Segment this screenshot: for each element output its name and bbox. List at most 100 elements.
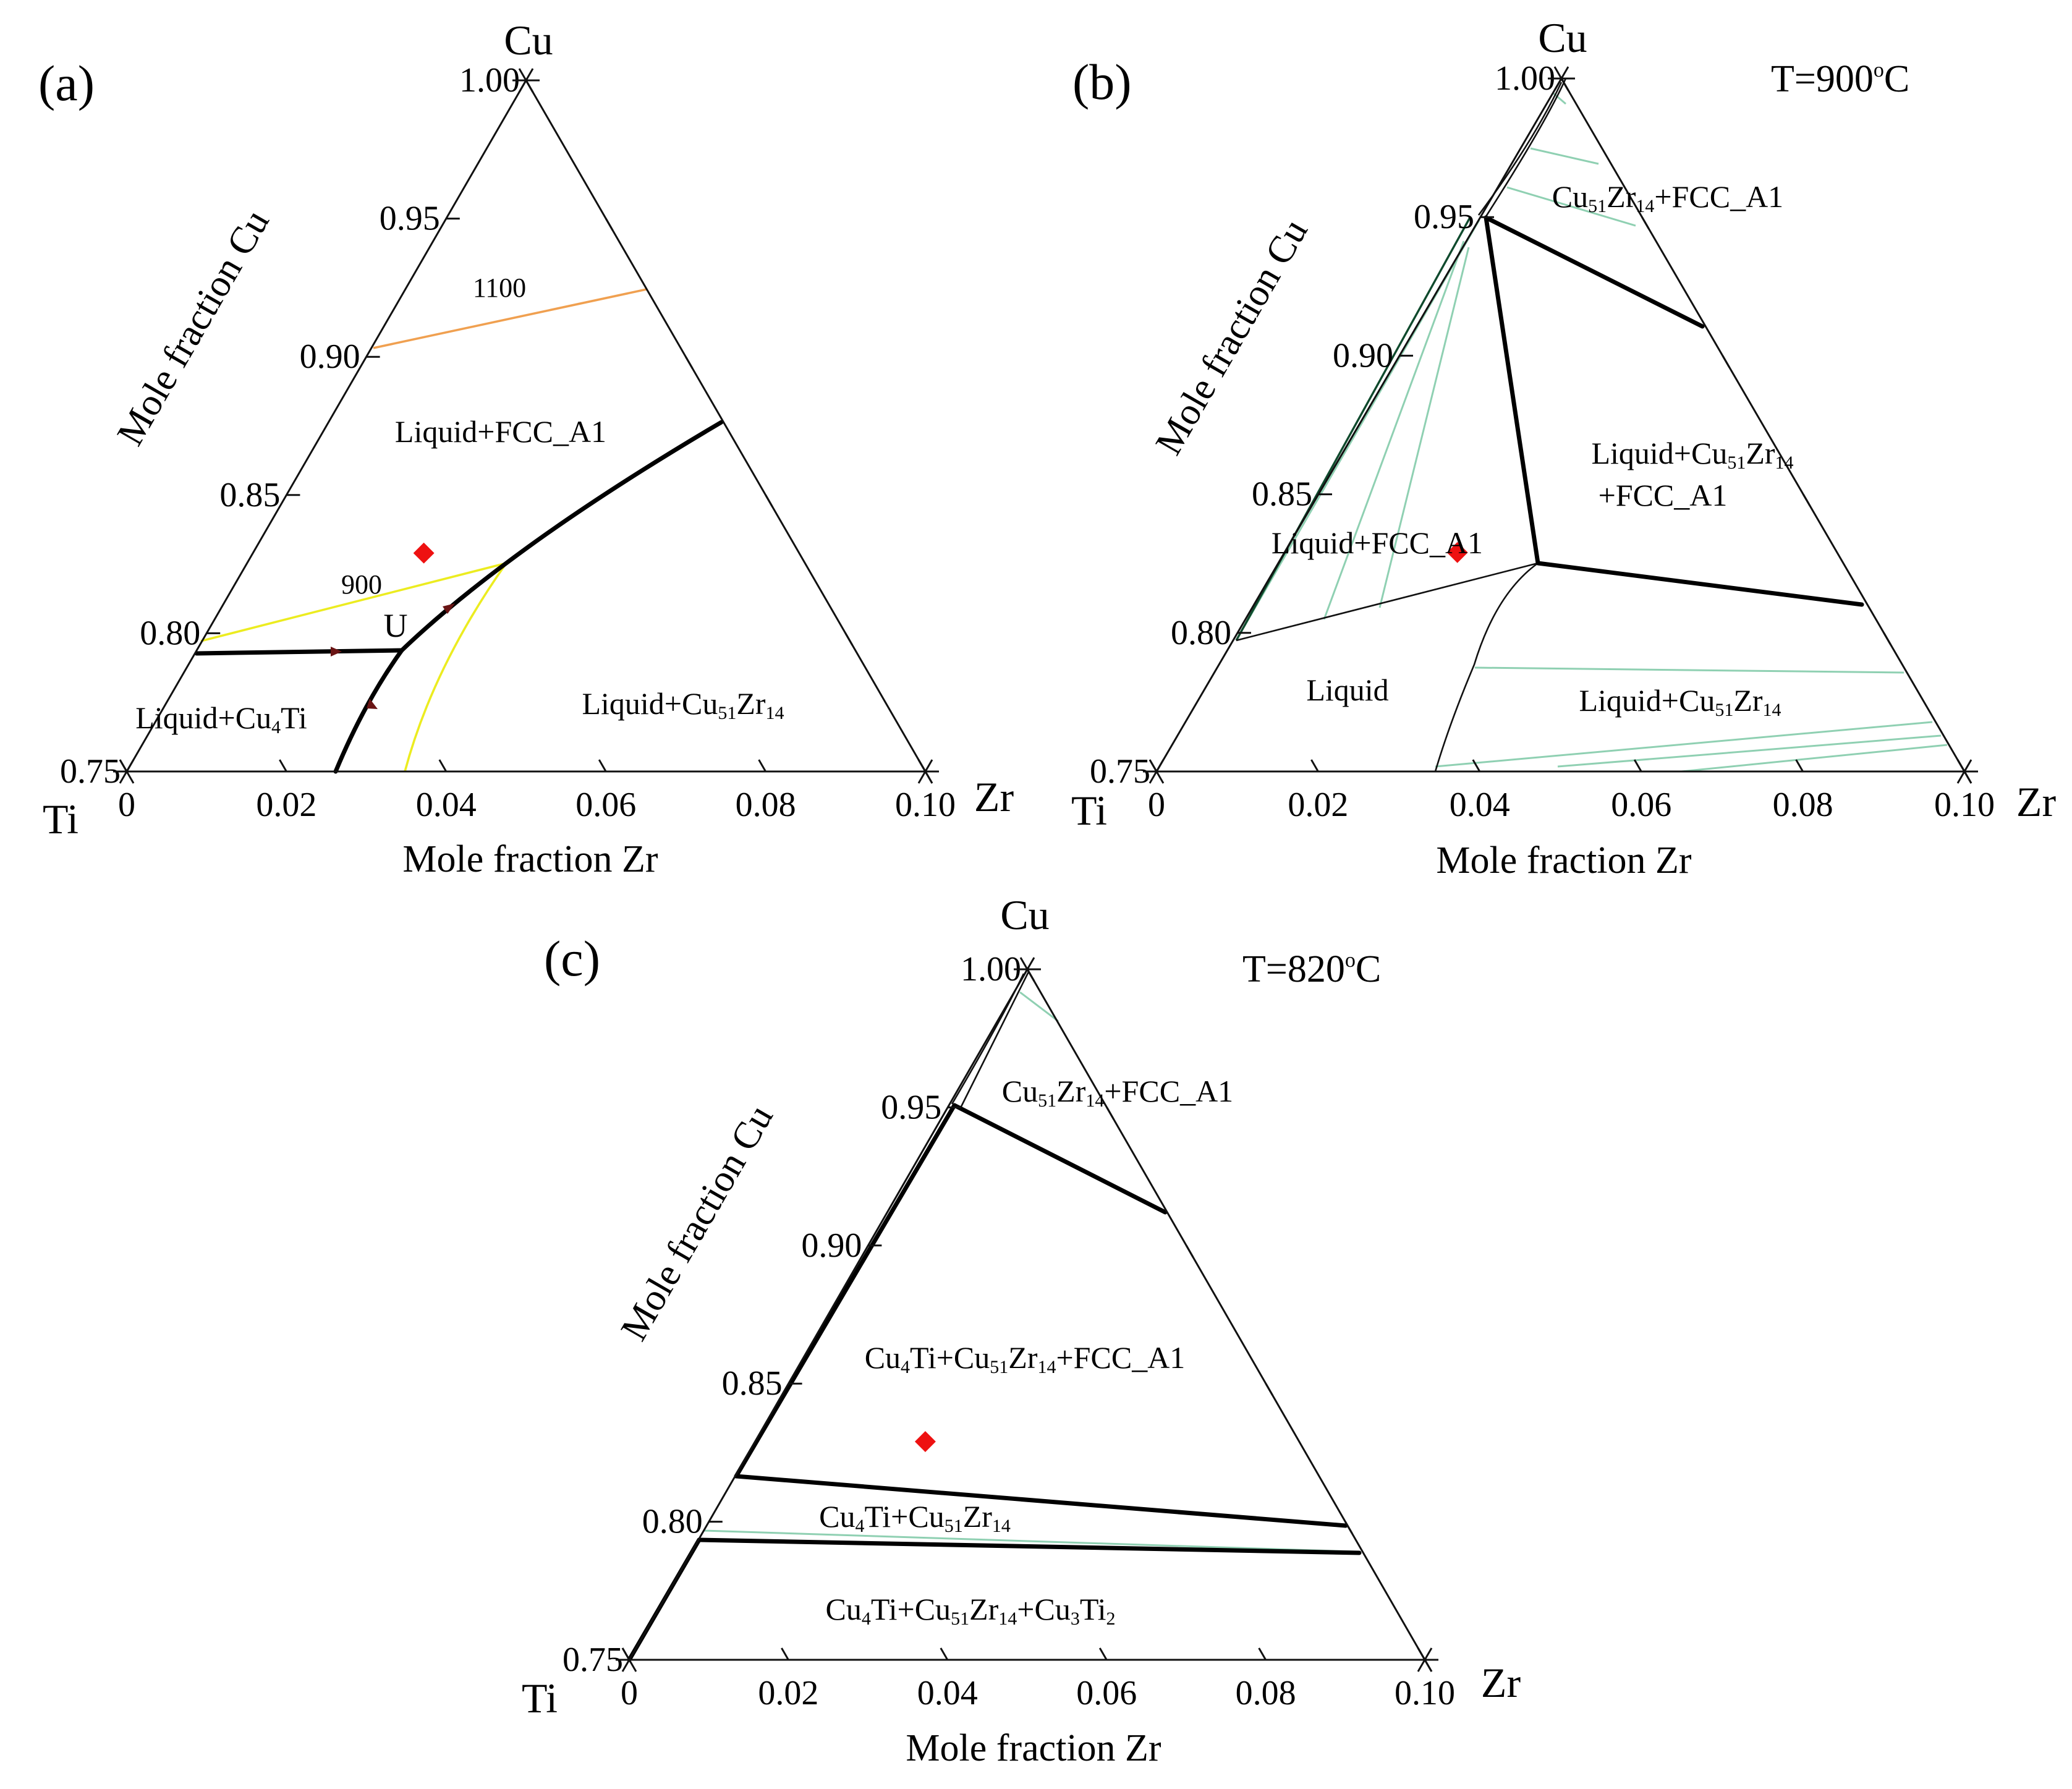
panel-c-corner-zr: Zr	[1481, 1659, 1521, 1706]
panel-c-boundary-cu51zr14-fcc	[952, 1103, 1168, 1215]
panel-b-boundary	[1236, 562, 1539, 642]
panel-c-bottom-tick	[1258, 1647, 1267, 1660]
panel-b-corner-zr: Zr	[2016, 778, 2057, 825]
panel-a-corner-cu: Cu	[504, 17, 553, 64]
panel-b-left-axis-title: Mole fraction Cu	[1147, 212, 1315, 462]
panel-a-left-tick-label: 0.80	[140, 614, 200, 652]
panel-b-bottom-tick-label: 0.10	[1934, 786, 1995, 824]
panel-b-bottom-tick-label: 0.04	[1450, 786, 1510, 824]
panel-b-tie-line	[1435, 721, 1933, 768]
panel-b-boundary	[1485, 78, 1567, 217]
panel-c-tie-line	[1019, 991, 1059, 1022]
panel-a-left-tick-label: 0.95	[380, 200, 440, 238]
panel-c-bottom-tick-label: 0.02	[758, 1674, 818, 1712]
panel-c-left-tick-label: 0.95	[881, 1088, 941, 1126]
panel-a-region-liquid-fcc: Liquid+FCC_A1	[395, 414, 606, 449]
panel-b-bottom-axis-title: Mole fraction Zr	[1436, 839, 1692, 882]
panel-c-left-tick-label: 1.00	[961, 950, 1021, 988]
panel-b-bottom-tick	[1633, 759, 1642, 772]
panel-a-bottom-tick	[279, 759, 287, 772]
panel-b-tie-line	[1474, 666, 1904, 674]
panel-b-left-tick-label: 0.85	[1252, 475, 1312, 514]
panel-b-phase-lines	[1235, 78, 1948, 773]
panel-a-boundary-fcc-cu4ti	[194, 648, 404, 656]
panel-b-triangle-frame	[1155, 77, 1966, 773]
panel-b-region-liquid-cu51zr14-fcc-2: +FCC_A1	[1599, 478, 1728, 512]
panel-a-triangle-frame	[125, 79, 927, 773]
panel-c-left-tick-label: 0.75	[563, 1641, 623, 1679]
panel-c-bottom-tick	[940, 1647, 949, 1660]
panel-a-bottom-tick-label: 0.02	[256, 786, 316, 824]
panel-a-arrow-2	[443, 603, 455, 614]
panel-a-isotherm-900-line-right	[404, 562, 507, 772]
panel-c-boundary-cu4ti-edge	[734, 1103, 957, 1479]
panel-b-corner-cu: Cu	[1538, 14, 1587, 61]
panel-c-bottom-tick-label: 0.04	[917, 1674, 978, 1712]
panel-c-left-tick-label: 0.85	[722, 1364, 783, 1403]
panel-b-tie-line	[1323, 240, 1465, 620]
panel-b-label: (b)	[1072, 54, 1132, 110]
panel-c-region-cu51zr14-fcc: Cu51Zr14+FCC_A1	[1002, 1074, 1233, 1111]
panel-a-bottom-tick	[438, 759, 448, 772]
panel-a-arrow-1	[331, 647, 342, 657]
panel-a-left-tick-label: 0.90	[300, 338, 360, 376]
panel-c-boundary	[960, 971, 1030, 1107]
panel-a-boundary-cu4ti-cu51zr14	[333, 648, 404, 774]
panel-c-bottom-tick	[781, 1647, 789, 1660]
panel-c-bottom-tick-label: 0.08	[1236, 1674, 1296, 1712]
panel-c-boundary-upper-tie	[734, 1474, 1348, 1528]
panel-b-left-tick-label: 0.90	[1333, 336, 1393, 375]
panel-b-ticks: 00.75 0.02 0.80 0.04 0.85 0.06 0.90 0.08 0.95 0.1…	[1090, 59, 1995, 824]
panel-a-region-liquid-cu51zr14: Liquid+Cu51Zr14	[582, 686, 784, 723]
panel-c-region-cu4ti-cu51zr14: Cu4Ti+Cu51Zr14	[819, 1499, 1011, 1536]
panel-c-left-tick-label: 0.90	[801, 1226, 862, 1265]
panel-c-ternary-820c: 00.75 0.02 0.80 0.04 0.85 0.06 0.90 0.08 0.95 0.1…	[522, 891, 1521, 1769]
panel-a-isotherm-1100-label: 1100	[473, 273, 526, 303]
panel-c-label: (c)	[544, 930, 600, 987]
panel-c-phase-lines	[627, 971, 1362, 1662]
panel-b-temperature: T=900oC	[1771, 58, 1909, 100]
panel-a-bottom-tick-label: 0.08	[736, 786, 796, 824]
panel-b-tie-line	[1557, 734, 1942, 768]
panel-a-region-liquid-cu4ti: Liquid+Cu4Ti	[135, 700, 307, 737]
panel-a-isotherm-900-label: 900	[341, 569, 382, 600]
panel-a-isotherm-900-line-left	[200, 562, 507, 642]
panel-b-bottom-tick	[1795, 759, 1804, 772]
panel-b-tie-triangle	[1484, 215, 1864, 607]
panel-b-bottom-tick-label: 0.06	[1611, 786, 1671, 824]
panel-a-corner-zr: Zr	[974, 773, 1014, 820]
panel-a-bottom-axis-title: Mole fraction Zr	[402, 838, 658, 880]
panel-a-left-tick-label: 1.00	[459, 61, 520, 100]
panel-b-tie-line	[1530, 147, 1599, 165]
panel-a-isotherm-1100-line	[373, 288, 647, 349]
panel-b-region-cu51zr14-fcc: Cu51Zr14+FCC_A1	[1552, 179, 1783, 216]
panel-b-tie-line	[1378, 247, 1470, 608]
panel-c-tie-line	[703, 1529, 1354, 1553]
panel-b-tie-line	[1506, 186, 1636, 227]
panel-a-label: (a)	[38, 55, 95, 111]
panel-a-bottom-tick-label: 0.04	[416, 786, 477, 824]
panel-a-corner-ti: Ti	[43, 796, 79, 843]
panel-c-ticks: 00.75 0.02 0.80 0.04 0.85 0.06 0.90 0.08 0.95 0.1…	[563, 950, 1455, 1712]
panel-c-temperature: T=820oC	[1242, 948, 1381, 990]
panel-b-boundary	[1434, 562, 1539, 772]
panel-a-boundary-fcc-cu51zr14	[399, 420, 724, 653]
panel-a-bottom-tick-label: 0	[118, 786, 135, 824]
panel-b-bottom-tick-label: 0.08	[1773, 786, 1833, 824]
panel-c-corner-ti: Ti	[522, 1675, 558, 1722]
panel-c-alloy-marker	[914, 1431, 936, 1452]
panel-c-corner-cu: Cu	[1000, 891, 1049, 938]
panel-a-arrow-3	[367, 699, 378, 709]
panel-c-left-axis-title: Mole fraction Cu	[613, 1098, 781, 1348]
panel-b-region-liquid-fcc: Liquid+FCC_A1	[1272, 525, 1483, 560]
panel-b-corner-ti: Ti	[1071, 787, 1107, 834]
panel-c-boundary-lower-tie	[697, 1537, 1362, 1555]
panel-b-bottom-tick-label: 0.02	[1288, 786, 1348, 824]
panel-a-bottom-tick	[598, 759, 607, 772]
panel-b-bottom-tick	[1472, 759, 1481, 772]
panel-b-ternary-900c: 00.75 0.02 0.80 0.04 0.85 0.06 0.90 0.08 0.95 0.1…	[1071, 14, 2056, 882]
panel-a-phase-lines	[194, 288, 724, 774]
panel-c-bottom-tick-label: 0	[621, 1674, 638, 1712]
panel-b-tie-line	[1681, 744, 1948, 773]
